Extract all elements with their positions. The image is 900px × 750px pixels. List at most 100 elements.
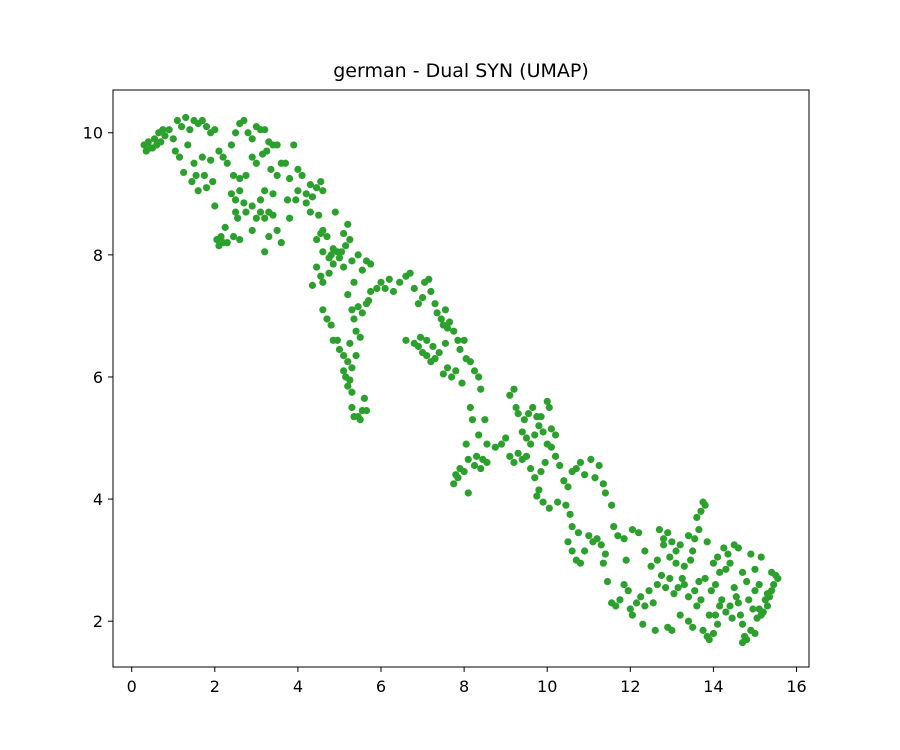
data-point xyxy=(472,452,481,460)
data-point xyxy=(477,385,485,393)
data-point xyxy=(190,159,198,167)
data-point xyxy=(514,410,522,418)
data-point xyxy=(529,403,537,412)
data-point xyxy=(337,248,346,256)
data-point xyxy=(344,220,352,228)
data-point xyxy=(670,590,678,598)
data-point xyxy=(522,434,531,442)
data-point xyxy=(323,232,331,241)
data-point xyxy=(668,626,676,634)
data-point xyxy=(666,553,674,561)
data-point xyxy=(265,232,273,241)
data-point xyxy=(358,266,366,274)
data-point xyxy=(269,211,277,219)
data-point xyxy=(477,464,485,473)
data-point xyxy=(695,526,703,534)
data-point xyxy=(437,315,445,323)
data-point xyxy=(302,190,310,198)
data-point xyxy=(454,336,462,344)
data-point xyxy=(454,474,462,482)
data-point xyxy=(707,587,715,595)
data-point xyxy=(414,342,423,351)
data-point xyxy=(389,287,398,296)
y-tick-label: 8 xyxy=(93,246,103,265)
data-point xyxy=(628,526,637,534)
data-point xyxy=(678,574,686,583)
data-point xyxy=(689,547,697,555)
data-point xyxy=(743,577,751,586)
data-point xyxy=(626,605,634,613)
data-point xyxy=(443,364,452,372)
data-point xyxy=(325,269,333,277)
data-point xyxy=(597,541,605,549)
data-point xyxy=(757,553,765,561)
data-point xyxy=(223,159,231,167)
data-point xyxy=(774,574,782,583)
data-point xyxy=(223,239,231,247)
data-point xyxy=(202,123,211,131)
data-point xyxy=(180,168,188,177)
data-point xyxy=(614,532,622,540)
x-tick-label: 12 xyxy=(620,677,640,696)
data-point xyxy=(402,336,410,344)
data-point xyxy=(248,135,256,143)
data-point xyxy=(743,635,751,644)
data-point xyxy=(448,373,456,381)
data-point xyxy=(425,275,433,283)
data-point xyxy=(319,248,327,256)
x-tick-label: 16 xyxy=(786,677,806,696)
data-point xyxy=(720,544,728,552)
data-point xyxy=(531,431,539,439)
data-point xyxy=(581,547,589,555)
data-point xyxy=(664,529,672,537)
data-point xyxy=(531,474,539,482)
data-point xyxy=(724,550,732,558)
y-tick-label: 10 xyxy=(83,124,103,143)
data-point xyxy=(745,596,753,604)
data-point xyxy=(483,440,491,448)
data-point xyxy=(616,596,624,604)
data-point xyxy=(340,352,348,360)
data-point xyxy=(475,373,483,381)
data-point xyxy=(354,251,362,259)
data-point xyxy=(755,580,763,589)
data-point xyxy=(329,260,337,268)
data-point xyxy=(188,177,196,186)
data-point xyxy=(182,113,190,122)
data-point xyxy=(599,559,607,567)
chart-title: german - Dual SYN (UMAP) xyxy=(333,60,589,82)
data-point xyxy=(192,171,200,180)
data-point xyxy=(676,541,684,549)
data-point xyxy=(543,397,551,405)
data-point xyxy=(350,278,358,286)
data-point xyxy=(520,416,528,424)
data-point xyxy=(340,367,348,375)
data-point xyxy=(768,568,776,576)
data-point xyxy=(713,553,722,561)
data-point xyxy=(684,617,693,625)
data-point xyxy=(506,452,514,460)
data-point xyxy=(367,260,375,268)
data-point xyxy=(603,577,612,586)
data-point xyxy=(705,635,713,644)
data-point xyxy=(198,153,206,161)
data-point xyxy=(585,532,593,540)
data-point xyxy=(356,333,364,341)
data-point xyxy=(768,587,776,595)
data-point xyxy=(676,611,684,619)
data-point xyxy=(464,455,472,463)
data-point xyxy=(568,522,576,531)
data-point xyxy=(539,498,547,506)
data-point xyxy=(248,153,256,161)
data-point xyxy=(315,211,323,219)
data-point xyxy=(556,461,564,470)
x-tick-label: 4 xyxy=(293,677,303,696)
data-point xyxy=(429,342,437,351)
data-point xyxy=(373,284,381,293)
data-point xyxy=(581,471,589,479)
data-point xyxy=(414,300,423,308)
data-point xyxy=(655,526,664,534)
data-point xyxy=(144,138,152,146)
data-point xyxy=(691,535,699,543)
data-point xyxy=(186,126,194,134)
